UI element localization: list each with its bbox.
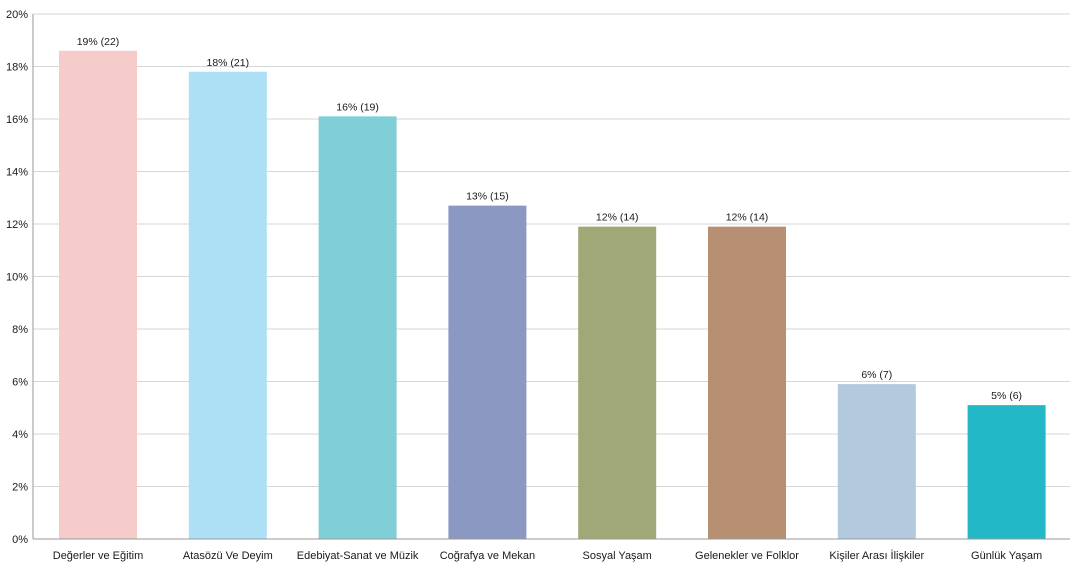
x-category-label: Günlük Yaşam	[971, 550, 1042, 562]
bar	[967, 405, 1046, 539]
x-category-label: Atasözü Ve Deyim	[183, 550, 273, 562]
data-label: 16% (19)	[336, 101, 379, 113]
x-axis-categories: Değerler ve Eğitim Atasözü Ve Deyim Edebiy…	[53, 549, 1042, 562]
x-category-label: Edebiyat-Sanat ve Müzik	[297, 550, 419, 562]
bar	[318, 116, 397, 539]
y-tick-label: 14%	[6, 167, 28, 179]
y-axis-ticks: 0% 2% 4% 6% 8% 10% 12% 14% 16% 18% 20%	[6, 9, 28, 546]
x-category-label: Sosyal Yaşam	[583, 550, 652, 562]
y-tick-label: 2%	[12, 482, 28, 494]
x-category-label: Kişiler Arası İlişkiler	[829, 549, 924, 562]
y-tick-label: 6%	[12, 377, 28, 389]
data-label: 5% (6)	[991, 390, 1022, 402]
bars	[59, 50, 1046, 539]
bar	[837, 384, 916, 539]
x-category-label: Değerler ve Eğitim	[53, 550, 143, 562]
x-category-label: Coğrafya ve Mekan	[440, 550, 535, 562]
bar	[188, 71, 267, 539]
data-label: 12% (14)	[726, 212, 769, 224]
y-tick-label: 0%	[12, 534, 28, 546]
data-label: 12% (14)	[596, 212, 639, 224]
y-tick-label: 4%	[12, 429, 28, 441]
y-tick-label: 12%	[6, 219, 28, 231]
data-label: 6% (7)	[861, 369, 892, 381]
y-tick-label: 8%	[12, 324, 28, 336]
data-label: 18% (21)	[206, 57, 249, 69]
y-tick-label: 20%	[6, 9, 28, 21]
bar	[448, 205, 527, 539]
y-tick-label: 10%	[6, 272, 28, 284]
data-labels: 19% (22) 18% (21) 16% (19) 13% (15) 12% (14)…	[77, 36, 1022, 402]
data-label: 19% (22)	[77, 36, 120, 48]
bar	[578, 226, 657, 539]
bar	[59, 50, 137, 539]
x-category-label: Gelenekler ve Folklor	[695, 550, 799, 562]
data-label: 13% (15)	[466, 191, 509, 203]
bar	[708, 226, 786, 539]
y-tick-label: 18%	[6, 62, 28, 74]
y-tick-label: 16%	[6, 114, 28, 126]
